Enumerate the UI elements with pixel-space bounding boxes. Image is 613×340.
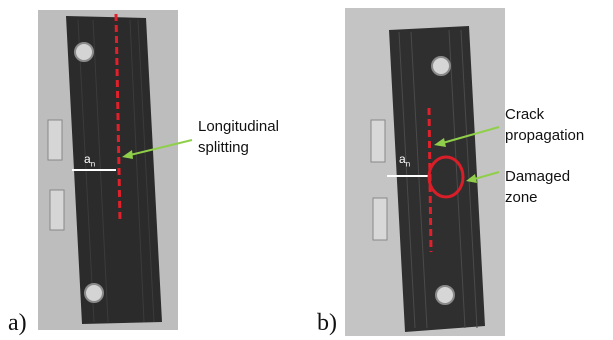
- crack-line-a: [114, 13, 122, 223]
- crack-length-label-b: an: [399, 152, 411, 169]
- callout-longitudinal-splitting: Longitudinal splitting: [198, 116, 279, 158]
- callout-line1: Longitudinal: [198, 118, 279, 135]
- callout-arrow-a: [125, 139, 193, 157]
- callout-line2: zone: [505, 189, 538, 206]
- panel-letter-b: b): [317, 310, 337, 336]
- panel-a: an Longitudinal splitting a): [0, 0, 300, 340]
- damaged-zone-circle: [427, 155, 465, 199]
- callout-line2: propagation: [505, 127, 585, 144]
- callout-line1: Damaged: [505, 168, 571, 185]
- panel-letter-a: a): [8, 310, 27, 336]
- callout-arrow-crack: [438, 126, 500, 145]
- callout-damaged-zone: Damaged zone: [505, 166, 570, 208]
- panel-b: an Crack propagation Damaged zone b): [305, 0, 613, 340]
- overlay-a: [72, 13, 193, 223]
- overlay-b: [387, 107, 500, 253]
- callout-line2: splitting: [198, 139, 249, 156]
- callout-crack-propagation: Crack propagation: [505, 104, 584, 146]
- callout-line1: Crack: [505, 106, 545, 123]
- crack-length-label-a: an: [84, 152, 96, 169]
- specimen-photo-b: [345, 8, 505, 336]
